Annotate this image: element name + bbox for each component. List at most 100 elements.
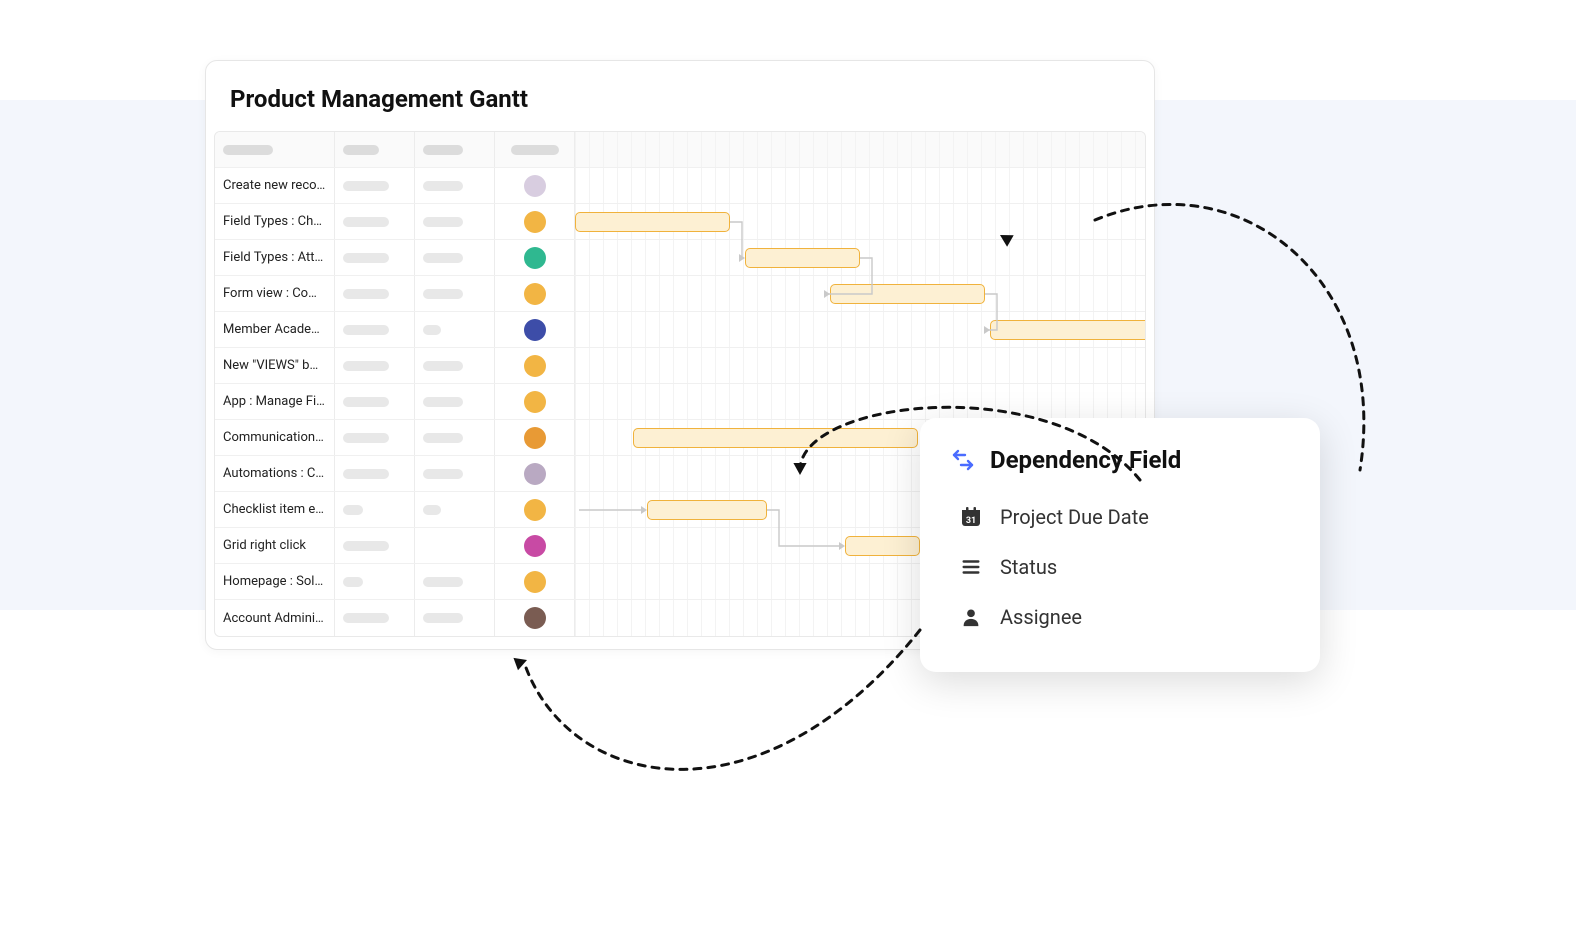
gantt-bar[interactable] — [745, 248, 860, 268]
task-name-cell[interactable]: Account Admini… — [215, 600, 335, 636]
gantt-bar[interactable] — [830, 284, 985, 304]
avatar[interactable] — [524, 319, 546, 341]
task-name-cell[interactable]: Homepage : Sol… — [215, 564, 335, 599]
card-field-option[interactable]: Assignee — [950, 592, 1290, 642]
table-row[interactable]: App : Manage Fi… — [215, 384, 1145, 420]
table-row[interactable]: Create new reco… — [215, 168, 1145, 204]
assignee-cell[interactable] — [495, 348, 575, 383]
assignee-cell[interactable] — [495, 600, 575, 636]
placeholder-cell — [415, 456, 495, 491]
cell-placeholder — [343, 469, 389, 479]
assignee-cell[interactable] — [495, 276, 575, 311]
avatar[interactable] — [524, 283, 546, 305]
timeline-cell[interactable] — [575, 276, 1145, 311]
task-name-label: Field Types : Ch… — [223, 214, 322, 229]
assignee-cell[interactable] — [495, 492, 575, 527]
placeholder-cell — [335, 204, 415, 239]
cell-placeholder — [423, 433, 463, 443]
avatar[interactable] — [524, 535, 546, 557]
assignee-cell[interactable] — [495, 312, 575, 347]
assignee-cell[interactable] — [495, 528, 575, 563]
panel-title: Product Management Gantt — [206, 61, 1154, 131]
gantt-bar[interactable] — [647, 500, 767, 520]
status-icon — [958, 554, 984, 580]
placeholder-cell — [415, 168, 495, 203]
placeholder-cell — [415, 348, 495, 383]
avatar[interactable] — [524, 607, 546, 629]
task-name-cell[interactable]: Grid right click — [215, 528, 335, 563]
assignee-cell[interactable] — [495, 204, 575, 239]
task-name-cell[interactable]: Form view : Com… — [215, 276, 335, 311]
avatar[interactable] — [524, 211, 546, 233]
task-name-label: Grid right click — [223, 538, 306, 553]
timeline-gridlines — [575, 348, 1145, 383]
assignee-cell[interactable] — [495, 240, 575, 275]
avatar[interactable] — [524, 175, 546, 197]
assignee-cell[interactable] — [495, 384, 575, 419]
task-name-label: Automations : C… — [223, 466, 324, 481]
cell-placeholder — [423, 181, 463, 191]
avatar[interactable] — [524, 355, 546, 377]
placeholder-cell — [335, 348, 415, 383]
gantt-bar[interactable] — [845, 536, 920, 556]
gantt-bar[interactable] — [575, 212, 730, 232]
placeholder-cell — [335, 456, 415, 491]
dependency-field-card[interactable]: Dependency Field 31Project Due DateStatu… — [920, 418, 1320, 672]
placeholder-cell — [335, 600, 415, 636]
table-row[interactable]: New "VIEWS" b… — [215, 348, 1145, 384]
timeline-cell[interactable] — [575, 168, 1145, 203]
task-name-cell[interactable]: App : Manage Fi… — [215, 384, 335, 419]
task-name-cell[interactable]: Member Acade… — [215, 312, 335, 347]
cell-placeholder — [343, 181, 389, 191]
avatar[interactable] — [524, 247, 546, 269]
placeholder-cell — [335, 384, 415, 419]
placeholder-cell — [335, 420, 415, 455]
header-col-chart — [575, 132, 1145, 167]
timeline-cell[interactable] — [575, 348, 1145, 383]
table-row[interactable]: Field Types : Att… — [215, 240, 1145, 276]
header-col-a — [335, 132, 415, 167]
task-name-cell[interactable]: Checklist item e… — [215, 492, 335, 527]
table-row[interactable]: Form view : Com… — [215, 276, 1145, 312]
card-field-option[interactable]: 31Project Due Date — [950, 492, 1290, 542]
timeline-cell[interactable] — [575, 204, 1145, 239]
table-row[interactable]: Member Acade… — [215, 312, 1145, 348]
header-placeholder — [223, 145, 273, 155]
gantt-bar[interactable] — [633, 428, 918, 448]
assignee-cell[interactable] — [495, 168, 575, 203]
table-row[interactable]: Field Types : Ch… — [215, 204, 1145, 240]
task-name-label: Field Types : Att… — [223, 250, 323, 265]
avatar[interactable] — [524, 499, 546, 521]
task-name-cell[interactable]: Field Types : Att… — [215, 240, 335, 275]
header-placeholder — [423, 145, 463, 155]
avatar[interactable] — [524, 391, 546, 413]
gantt-bar[interactable] — [990, 320, 1145, 340]
task-name-cell[interactable]: Automations : C… — [215, 456, 335, 491]
timeline-cell[interactable] — [575, 312, 1145, 347]
task-name-cell[interactable]: Communication… — [215, 420, 335, 455]
assignee-cell[interactable] — [495, 420, 575, 455]
placeholder-cell — [335, 168, 415, 203]
placeholder-cell — [335, 312, 415, 347]
cell-placeholder — [423, 469, 463, 479]
task-name-cell[interactable]: Field Types : Ch… — [215, 204, 335, 239]
card-field-option[interactable]: Status — [950, 542, 1290, 592]
assignee-cell[interactable] — [495, 564, 575, 599]
assignee-cell[interactable] — [495, 456, 575, 491]
placeholder-cell — [335, 276, 415, 311]
avatar[interactable] — [524, 463, 546, 485]
placeholder-cell — [415, 276, 495, 311]
person-icon — [958, 604, 984, 630]
timeline-cell[interactable] — [575, 384, 1145, 419]
cell-placeholder — [423, 217, 463, 227]
cell-placeholder — [343, 433, 389, 443]
task-name-label: Form view : Com… — [223, 286, 326, 301]
avatar[interactable] — [524, 427, 546, 449]
grid-header-row — [215, 132, 1145, 168]
task-name-label: New "VIEWS" b… — [223, 358, 318, 373]
timeline-cell[interactable] — [575, 240, 1145, 275]
placeholder-cell — [415, 240, 495, 275]
task-name-cell[interactable]: Create new reco… — [215, 168, 335, 203]
avatar[interactable] — [524, 571, 546, 593]
task-name-cell[interactable]: New "VIEWS" b… — [215, 348, 335, 383]
